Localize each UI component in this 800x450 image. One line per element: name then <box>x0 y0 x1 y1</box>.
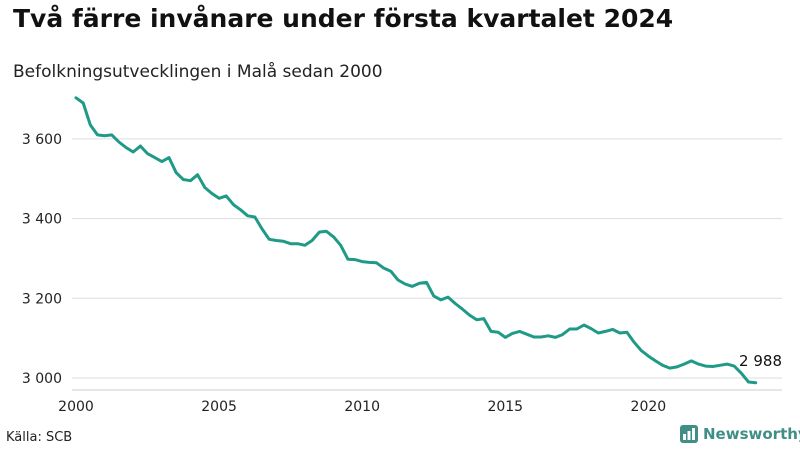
x-tick-label: 2005 <box>201 399 237 415</box>
grid-layer <box>72 138 782 379</box>
newsworthy-logo-icon <box>680 425 698 443</box>
x-tick-label: 2010 <box>344 399 380 415</box>
chart-title: Två färre invånare under första kvartale… <box>13 4 674 33</box>
x-axis-ticks: 2000 2005 2010 2015 2020 <box>58 389 782 415</box>
source-note: Källa: SCB <box>6 430 73 445</box>
y-tick-label: 3 000 <box>22 371 62 387</box>
brand-logo: Newsworthy <box>680 425 800 443</box>
y-axis-ticks: 3 000 3 200 3 400 3 600 <box>22 132 62 387</box>
last-value-label: 2 988 <box>739 352 782 370</box>
y-tick-label: 3 600 <box>22 132 62 148</box>
x-tick-label: 2020 <box>631 399 667 415</box>
series-layer <box>74 96 758 385</box>
series-line <box>74 96 758 385</box>
chart-subtitle: Befolkningsutvecklingen i Malå sedan 200… <box>13 62 383 82</box>
x-tick-label: 2015 <box>487 399 523 415</box>
brand-name: Newsworthy <box>703 425 800 443</box>
annotation-layer: 2 988 <box>739 352 782 370</box>
y-tick-label: 3 400 <box>22 212 62 228</box>
x-tick-label: 2000 <box>58 399 94 415</box>
y-tick-label: 3 200 <box>22 291 62 307</box>
